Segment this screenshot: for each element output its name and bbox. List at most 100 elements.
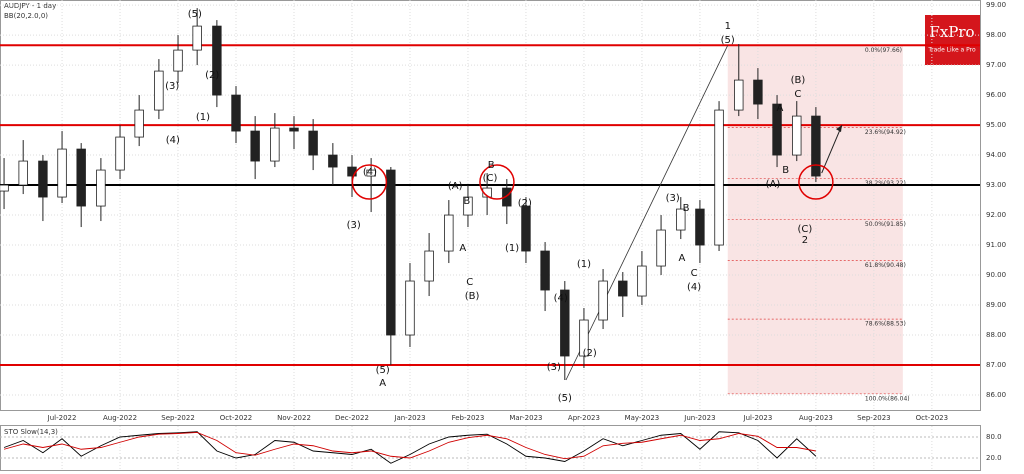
x-tick-label: Aug-2022 [103, 414, 137, 422]
wave-label: (C) [483, 173, 498, 184]
trendline [565, 45, 729, 381]
wave-label: (4) [554, 293, 568, 304]
highlight-circle [351, 164, 388, 200]
wave-label: (5) [376, 365, 390, 376]
candle-body [115, 136, 125, 171]
x-tick-label: Aug-2023 [799, 414, 833, 422]
osc-line [3, 431, 817, 464]
fib-label: 61.8%(90.48) [865, 262, 906, 269]
x-tick-label: May-2023 [625, 414, 660, 422]
wave-label: (3) [547, 362, 561, 373]
y-tick-label: 95.00 [986, 121, 1006, 129]
wave-label: (2) [583, 348, 597, 359]
osc-tick-label: 80.0 [986, 433, 1002, 441]
fib-label: 23.6%(94.92) [865, 129, 906, 136]
logo-tagline: Trade Like a Pro [927, 47, 976, 54]
x-tick-label: Dec-2022 [335, 414, 369, 422]
wave-label: C [794, 89, 801, 100]
wave-label: (4) [166, 135, 180, 146]
candle-body [714, 109, 724, 246]
candle-body [656, 229, 666, 267]
wave-label: (5) [721, 35, 735, 46]
y-tick-label: 89.00 [986, 301, 1006, 309]
candle-body [637, 265, 647, 297]
candle-body [598, 280, 608, 321]
candle-body [270, 127, 280, 162]
osc-line [3, 431, 816, 460]
candle-body [134, 109, 144, 138]
candle-body [424, 250, 434, 282]
logo-brand: FxPro [929, 23, 974, 41]
candle-body [734, 79, 744, 111]
wave-label: B [488, 160, 495, 171]
wave-label: A [459, 243, 466, 254]
fib-label: 100.0%(86.04) [865, 395, 910, 402]
candle-body [366, 169, 376, 177]
candle-body [792, 115, 802, 156]
chart-title: AUDJPY - 1 day [4, 2, 56, 10]
wave-label: (5) [188, 9, 202, 20]
candle-body [328, 154, 338, 168]
candle-body [521, 205, 531, 252]
candle-body [154, 70, 164, 111]
x-tick-label: Jul-2023 [743, 414, 773, 422]
fib-label: 38.2%(93.22) [865, 180, 906, 187]
candle-body [463, 196, 473, 216]
wave-label: (4) [363, 167, 377, 178]
wave-label: (5) [558, 393, 572, 404]
wave-label: B [463, 196, 470, 207]
candle-body [753, 79, 763, 105]
y-tick-label: 99.00 [986, 1, 1006, 9]
arrow [821, 124, 843, 174]
y-tick-label: 90.00 [986, 271, 1006, 279]
wave-label: (C) [797, 224, 812, 235]
logo-box [925, 15, 980, 65]
candle-body [76, 148, 86, 207]
x-tick-label: Oct-2023 [916, 414, 948, 422]
candle-body [502, 187, 512, 207]
x-tick-label: Jan-2023 [393, 414, 425, 422]
wave-label: (4) [687, 282, 701, 293]
wave-label: B [782, 165, 789, 176]
wave-label: A [777, 103, 784, 114]
x-tick-label: Nov-2022 [277, 414, 311, 422]
x-tick-label: Apr-2023 [568, 414, 600, 422]
y-tick-label: 92.00 [986, 211, 1006, 219]
highlight-circle [479, 164, 515, 200]
wave-label: (2) [205, 70, 219, 81]
candle-body [676, 208, 686, 231]
x-tick-label: Sep-2022 [161, 414, 195, 422]
candle-body [579, 319, 589, 357]
wave-label: (2) [518, 198, 532, 209]
candle-body [772, 103, 782, 156]
candle-body [405, 280, 415, 336]
candle-body [18, 160, 28, 186]
wave-label: (3) [165, 81, 179, 92]
candle-body [0, 184, 9, 192]
candle-body [308, 130, 318, 156]
x-tick-label: Oct-2022 [220, 414, 252, 422]
candle-body [444, 214, 454, 252]
wave-label: (A) [448, 181, 463, 192]
y-tick-label: 97.00 [986, 61, 1006, 69]
wave-label: (B) [465, 291, 480, 302]
wave-label: C [691, 268, 698, 279]
wave-label: (1) [577, 259, 591, 270]
oscillator-title: STO Slow(14,3) [4, 428, 58, 436]
wave-label: (1) [196, 112, 210, 123]
indicator-label: BB(20,2.0,0) [4, 12, 48, 20]
oscillator-panel [0, 425, 981, 471]
candle-body [560, 289, 570, 357]
fib-label: 50.0%(91.85) [865, 221, 906, 228]
x-tick-label: Mar-2023 [509, 414, 542, 422]
fib-label: 78.6%(88.53) [865, 321, 906, 328]
wave-label: (B) [791, 75, 806, 86]
wave-label: (A) [766, 179, 781, 190]
highlight-circle [798, 164, 834, 200]
y-tick-label: 94.00 [986, 151, 1006, 159]
y-tick-label: 87.00 [986, 361, 1006, 369]
candle-body [38, 160, 48, 198]
x-tick-label: Jul-2022 [47, 414, 77, 422]
